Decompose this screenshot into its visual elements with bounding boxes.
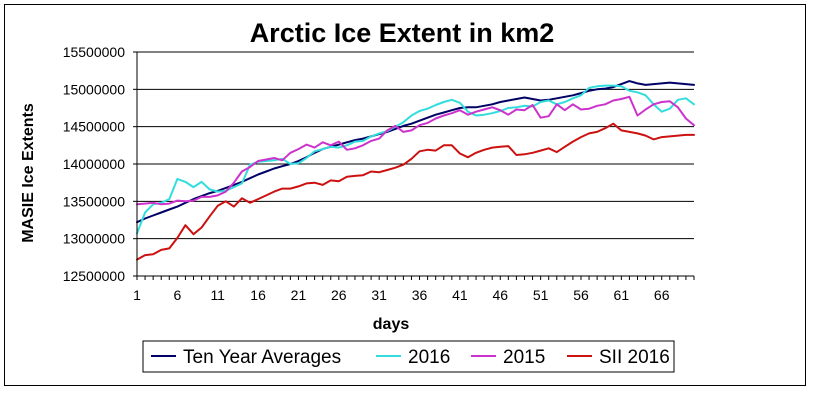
x-tick-label: 61 xyxy=(614,287,630,303)
x-tick-label: 31 xyxy=(371,287,387,303)
series-line-sii-2016 xyxy=(136,122,695,261)
legend-items: Ten Year Averages 2016 2015 SII 2016 xyxy=(151,347,670,368)
x-tick-label: 1 xyxy=(133,287,141,303)
y-tick-label: 12500000 xyxy=(63,268,126,284)
x-tick-label: 6 xyxy=(173,287,181,303)
legend: Ten Year Averages 2016 2015 SII 2016 xyxy=(142,340,675,373)
x-tick-label: 66 xyxy=(654,287,670,303)
x-tick-label: 11 xyxy=(210,287,225,303)
y-tick-label: 14500000 xyxy=(63,119,126,135)
gridlines xyxy=(137,51,694,240)
y-tick-labels: 12500000 13000000 13500000 14000000 14500000… xyxy=(63,44,126,284)
y-tick-label: 15500000 xyxy=(63,44,126,60)
y-axis-label: MASIE Ice Extents xyxy=(20,103,37,243)
series-lines xyxy=(136,80,695,261)
y-tick-label: 13000000 xyxy=(63,231,126,247)
x-tick-label: 21 xyxy=(291,287,307,303)
x-axis-label: days xyxy=(373,316,410,333)
chart-frame xyxy=(4,4,806,386)
legend-label-sii-2016: SII 2016 xyxy=(599,347,670,368)
x-tick-label: 46 xyxy=(492,287,508,303)
x-tick-label: 36 xyxy=(412,287,428,303)
x-tick-label: 51 xyxy=(533,287,549,303)
x-tick-label: 56 xyxy=(573,287,589,303)
y-tick-label: 14000000 xyxy=(63,156,126,172)
x-tick-label: 41 xyxy=(452,287,468,303)
legend-label-ten-year-averages: Ten Year Averages xyxy=(183,347,341,368)
y-tick-label: 15000000 xyxy=(63,81,126,97)
chart-title: Arctic Ice Extent in km2 xyxy=(250,18,555,48)
series-line-2016 xyxy=(136,84,695,235)
axes xyxy=(133,51,695,280)
series-line-2015 xyxy=(136,95,695,206)
x-tick-label: 26 xyxy=(331,287,347,303)
x-tick-labels: 1 6 11 16 21 26 31 36 41 46 51 56 61 66 xyxy=(133,287,670,303)
x-tick-label: 16 xyxy=(250,287,266,303)
y-tick-label: 13500000 xyxy=(63,193,126,209)
legend-label-2016: 2016 xyxy=(408,347,450,368)
legend-label-2015: 2015 xyxy=(503,347,545,368)
